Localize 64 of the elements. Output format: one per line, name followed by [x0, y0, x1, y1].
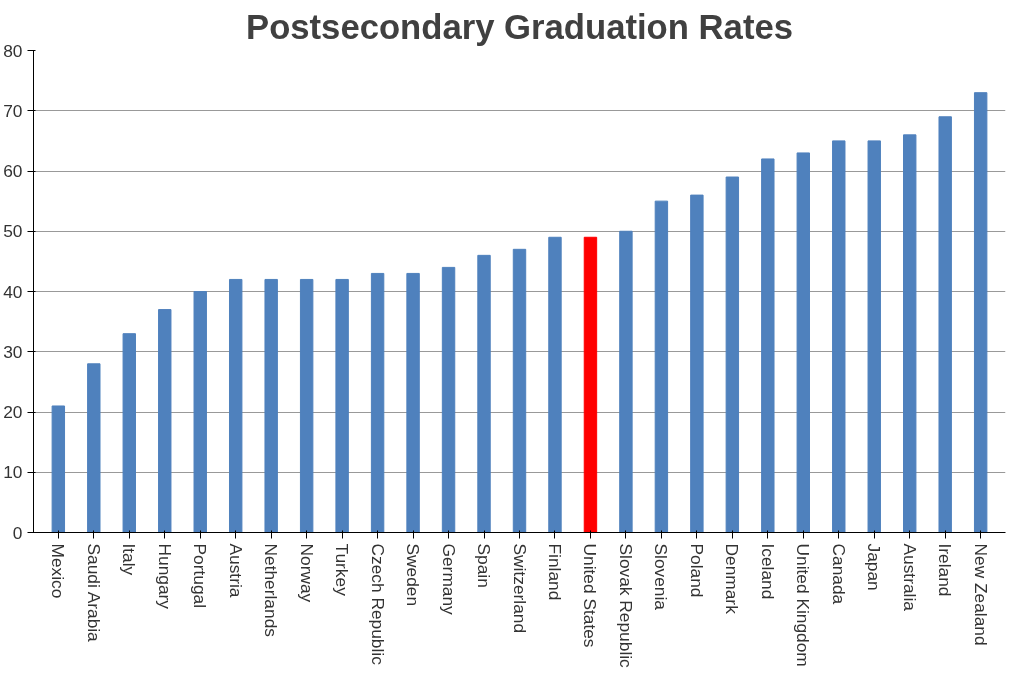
- y-tick-label: 10: [3, 462, 23, 483]
- bar: [619, 230, 633, 533]
- x-tick-label: Finland: [544, 543, 565, 601]
- x-tick-label: Saudi Arabia: [83, 543, 104, 643]
- bar: [654, 200, 669, 533]
- x-tick-label: Sweden: [403, 543, 424, 607]
- x-tick-label: Norway: [296, 543, 317, 603]
- bar: [512, 248, 527, 533]
- y-tick-label: 70: [3, 100, 23, 121]
- x-tick-label: Germany: [438, 543, 459, 616]
- x-tick-label: Spain: [474, 543, 495, 588]
- x-tick-label: Hungary: [154, 543, 175, 610]
- x-tick-label: Poland: [686, 543, 707, 598]
- x-tick-label: Slovenia: [651, 543, 672, 611]
- x-tick-label: Portugal: [190, 543, 211, 609]
- y-tick-label: 50: [3, 221, 23, 242]
- bar: [335, 278, 349, 533]
- chart-title: Postsecondary Graduation Rates: [246, 7, 793, 46]
- x-tick-label: United Kingdom: [793, 543, 814, 667]
- bar: [229, 278, 243, 533]
- x-tick-label: Canada: [828, 543, 849, 605]
- x-tick-label: Slovak Republic: [615, 543, 636, 669]
- bar: [973, 92, 988, 533]
- x-tick-label: Netherlands: [261, 543, 282, 638]
- x-tick-label: Iceland: [757, 543, 778, 600]
- bar: [193, 291, 207, 533]
- x-tick-label: Switzerland: [509, 543, 530, 634]
- y-tick-label: 30: [3, 341, 23, 362]
- x-tick-label: Mexico: [48, 543, 69, 599]
- bar: [158, 309, 172, 533]
- y-tick-label: 0: [12, 522, 23, 543]
- bar: [406, 272, 420, 533]
- bar: [441, 266, 456, 533]
- bar: [87, 363, 101, 533]
- bar: [51, 405, 66, 533]
- bar: [832, 140, 846, 533]
- bar: [903, 134, 917, 533]
- x-tick-label: New Zealand: [970, 543, 991, 646]
- bar: [264, 278, 278, 533]
- y-tick-label: 20: [3, 402, 23, 422]
- bar: [583, 236, 598, 533]
- bar: [796, 152, 810, 533]
- x-tick-label: Denmark: [722, 543, 743, 615]
- y-tick-label: 60: [3, 161, 23, 181]
- bar: [690, 194, 704, 533]
- bar: [122, 333, 136, 533]
- bar: [477, 254, 491, 533]
- x-tick-label: Turkey: [332, 543, 353, 597]
- bar: [867, 140, 881, 533]
- bar: [299, 278, 314, 533]
- x-tick-label: Czech Republic: [367, 543, 388, 666]
- x-tick-label: United States: [580, 543, 601, 648]
- y-tick-label: 80: [3, 40, 23, 61]
- bar: [370, 272, 385, 533]
- bar: [548, 236, 562, 533]
- x-tick-label: Australia: [899, 543, 920, 612]
- x-tick-label: Japan: [864, 543, 885, 591]
- y-tick-label: 40: [3, 281, 23, 302]
- bar: [725, 176, 740, 533]
- x-tick-label: Ireland: [935, 543, 956, 597]
- bar: [938, 116, 952, 533]
- x-tick-label: Italy: [119, 543, 140, 576]
- x-tick-label: Austria: [225, 543, 246, 598]
- bar: [761, 158, 775, 533]
